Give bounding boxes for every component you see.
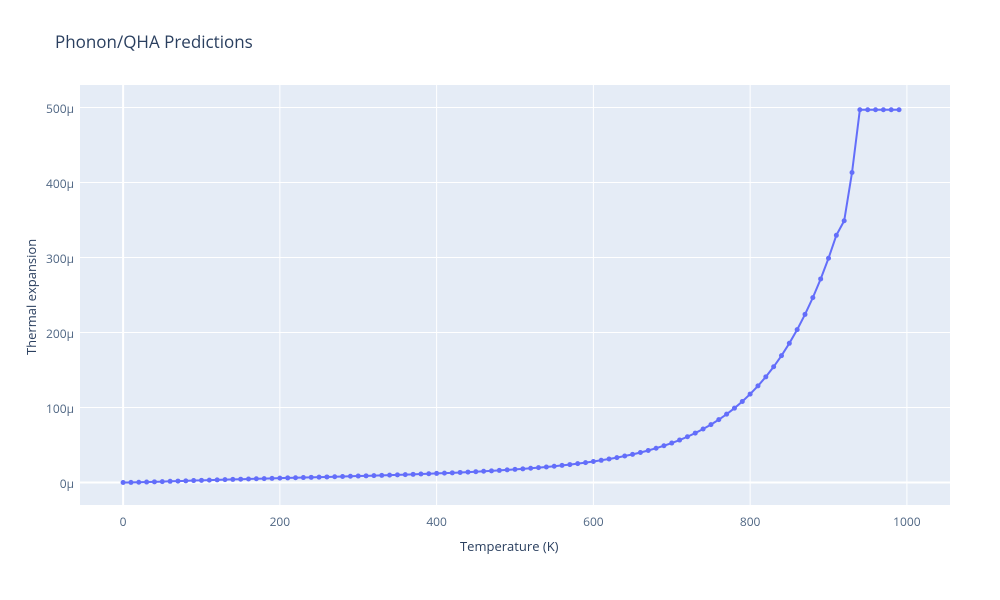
y-tick-label: 0μ — [32, 475, 74, 492]
x-tick-label: 800 — [735, 513, 765, 530]
x-tick-label: 1000 — [892, 513, 922, 530]
y-tick-label: 500μ — [32, 100, 74, 117]
x-tick-label: 0 — [108, 513, 138, 530]
y-tick-label: 400μ — [32, 175, 74, 192]
plot-background[interactable] — [80, 85, 950, 505]
x-tick-label: 200 — [265, 513, 295, 530]
chart-title: Phonon/QHA Predictions — [55, 30, 253, 53]
x-axis-label: Temperature (K) — [460, 537, 559, 555]
x-tick-label: 400 — [422, 513, 452, 530]
y-tick-label: 200μ — [32, 325, 74, 342]
y-tick-label: 300μ — [32, 250, 74, 267]
x-tick-label: 600 — [578, 513, 608, 530]
chart-container: Phonon/QHA Predictions Temperature (K) T… — [0, 0, 1000, 600]
y-tick-label: 100μ — [32, 400, 74, 417]
